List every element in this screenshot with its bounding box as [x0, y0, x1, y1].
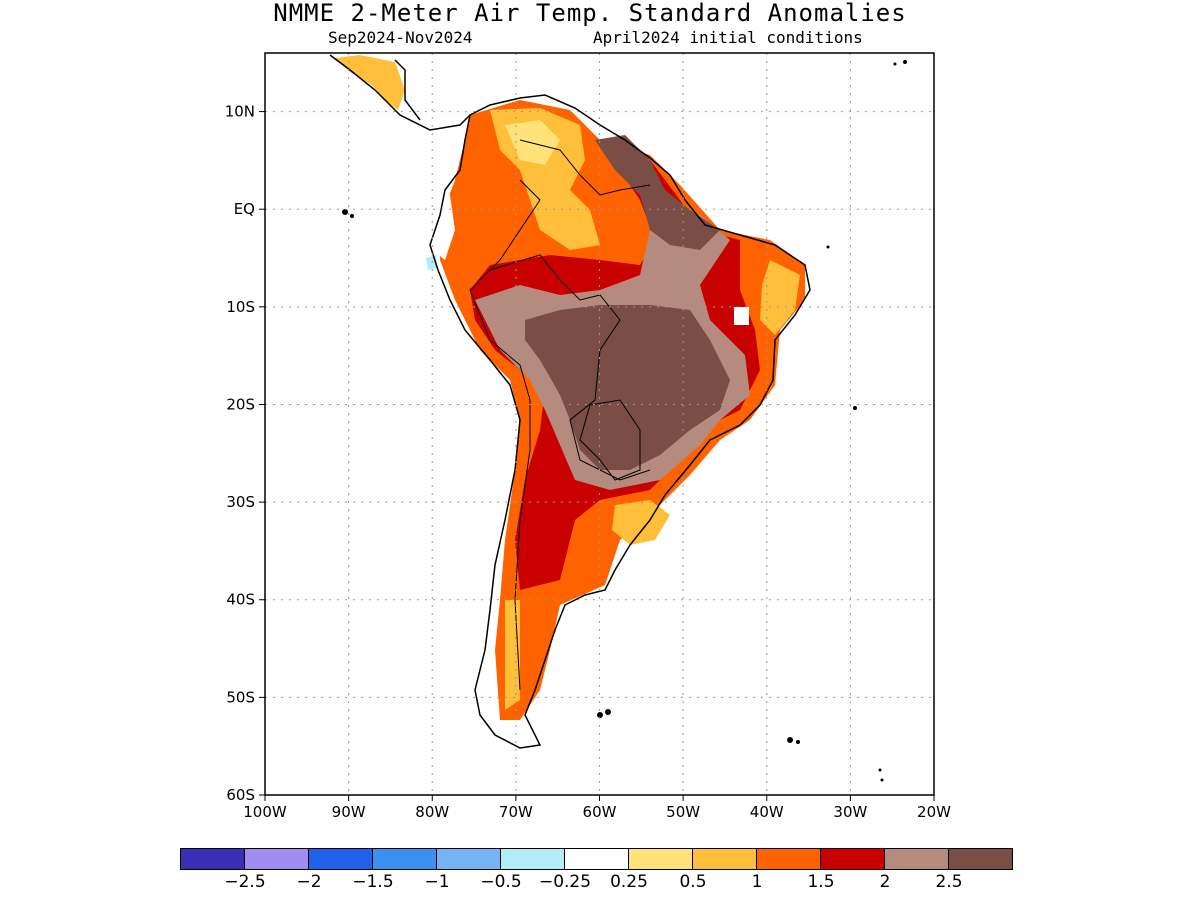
- anomaly-region-white-ne: [734, 307, 749, 325]
- colorbar-label: −1.5: [352, 872, 394, 892]
- island-markers: [342, 60, 907, 782]
- lon-label: 60W: [583, 803, 617, 821]
- lon-label: 100W: [243, 803, 287, 821]
- anomaly-fill-layer: [335, 55, 805, 720]
- colorbar-label: −2.5: [224, 872, 266, 892]
- anomaly-region-darkbrown-guiana: [595, 135, 720, 250]
- lon-label: 70W: [499, 803, 533, 821]
- anomaly-region-yellow-ne: [760, 260, 800, 335]
- coastline-layer: [329, 54, 811, 749]
- lon-label: 90W: [332, 803, 366, 821]
- lat-label: 50S: [226, 688, 255, 706]
- lat-label: 30S: [226, 493, 255, 511]
- colorbar-swatch: [757, 849, 821, 869]
- colorbar-label: −1: [424, 872, 450, 892]
- lat-label: 10N: [225, 103, 255, 121]
- country-border-paraguay: [579, 399, 641, 481]
- colorbar-swatch: [693, 849, 757, 869]
- latitude-labels: 10N EQ 10S 20S 30S 40S 50S 60S: [225, 103, 265, 804]
- colorbar-label: −0.25: [538, 872, 592, 892]
- country-border-north: [519, 139, 651, 196]
- colorbar-label: −0.5: [480, 872, 522, 892]
- central-america-coastline: [329, 54, 471, 131]
- colorbar-swatch: [885, 849, 949, 869]
- lon-label: 20W: [917, 803, 951, 821]
- colorbar-label: 2.5: [935, 872, 963, 892]
- colorbar-label: 0.25: [610, 872, 648, 892]
- anomaly-region-darkbrown: [525, 305, 730, 470]
- south-america-coastline: [429, 94, 811, 749]
- forecast-period: Sep2024-Nov2024: [328, 28, 473, 47]
- country-border-andes: [469, 179, 541, 691]
- colorbar-label: 1: [751, 872, 763, 892]
- lat-label: 20S: [226, 395, 255, 413]
- colorbar: [180, 848, 1013, 870]
- lat-label: 60S: [226, 786, 255, 804]
- anomaly-region-yellow-pale: [505, 120, 560, 165]
- anomaly-region-white-ecuador: [432, 195, 455, 260]
- lon-label: 50W: [666, 803, 700, 821]
- colorbar-swatch: [181, 849, 245, 869]
- longitude-labels: 100W 90W 80W 70W 60W 50W 40W 30W 20W: [243, 795, 951, 821]
- colorbar-label: 1.5: [807, 872, 835, 892]
- colorbar-swatch: [821, 849, 885, 869]
- lat-label: 40S: [226, 591, 255, 609]
- colorbar-swatch: [245, 849, 309, 869]
- lon-label: 30W: [833, 803, 867, 821]
- colorbar-label: 0.5: [679, 872, 707, 892]
- colorbar-swatch: [373, 849, 437, 869]
- initial-conditions: April2024 initial conditions: [593, 28, 863, 47]
- colorbar-swatch: [949, 849, 1012, 869]
- colorbar-label: 2: [879, 872, 891, 892]
- colorbar-swatch: [629, 849, 693, 869]
- anomaly-region-central-america: [335, 55, 405, 110]
- colorbar-swatch: [565, 849, 629, 869]
- map-title: NMME 2-Meter Air Temp. Standard Anomalie…: [273, 0, 907, 27]
- colorbar-swatch: [309, 849, 373, 869]
- lat-label: 10S: [226, 298, 255, 316]
- lon-label: 80W: [415, 803, 449, 821]
- colorbar-swatch: [437, 849, 501, 869]
- lon-label: 40W: [750, 803, 784, 821]
- central-america-east-coast: [394, 59, 421, 121]
- lat-label: EQ: [234, 200, 255, 218]
- colorbar-swatch: [501, 849, 565, 869]
- country-border-brazil-west: [489, 254, 651, 481]
- colorbar-label: −2: [296, 872, 322, 892]
